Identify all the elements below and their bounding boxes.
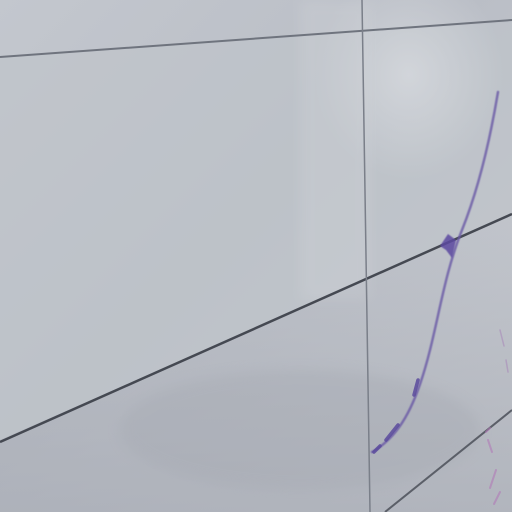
marker-smudge-faint bbox=[499, 329, 509, 373]
middle-seam-line bbox=[0, 212, 512, 444]
lower-right-seam-line bbox=[384, 409, 512, 512]
light-band bbox=[300, 0, 370, 300]
marker-stroke-lower bbox=[372, 378, 420, 454]
marker-smudge-pink bbox=[485, 427, 501, 505]
top-seam-line bbox=[0, 19, 512, 58]
shadow-blotch bbox=[120, 370, 480, 490]
marker-stroke-blob bbox=[440, 234, 456, 258]
vertical-seam-line bbox=[361, 0, 371, 512]
